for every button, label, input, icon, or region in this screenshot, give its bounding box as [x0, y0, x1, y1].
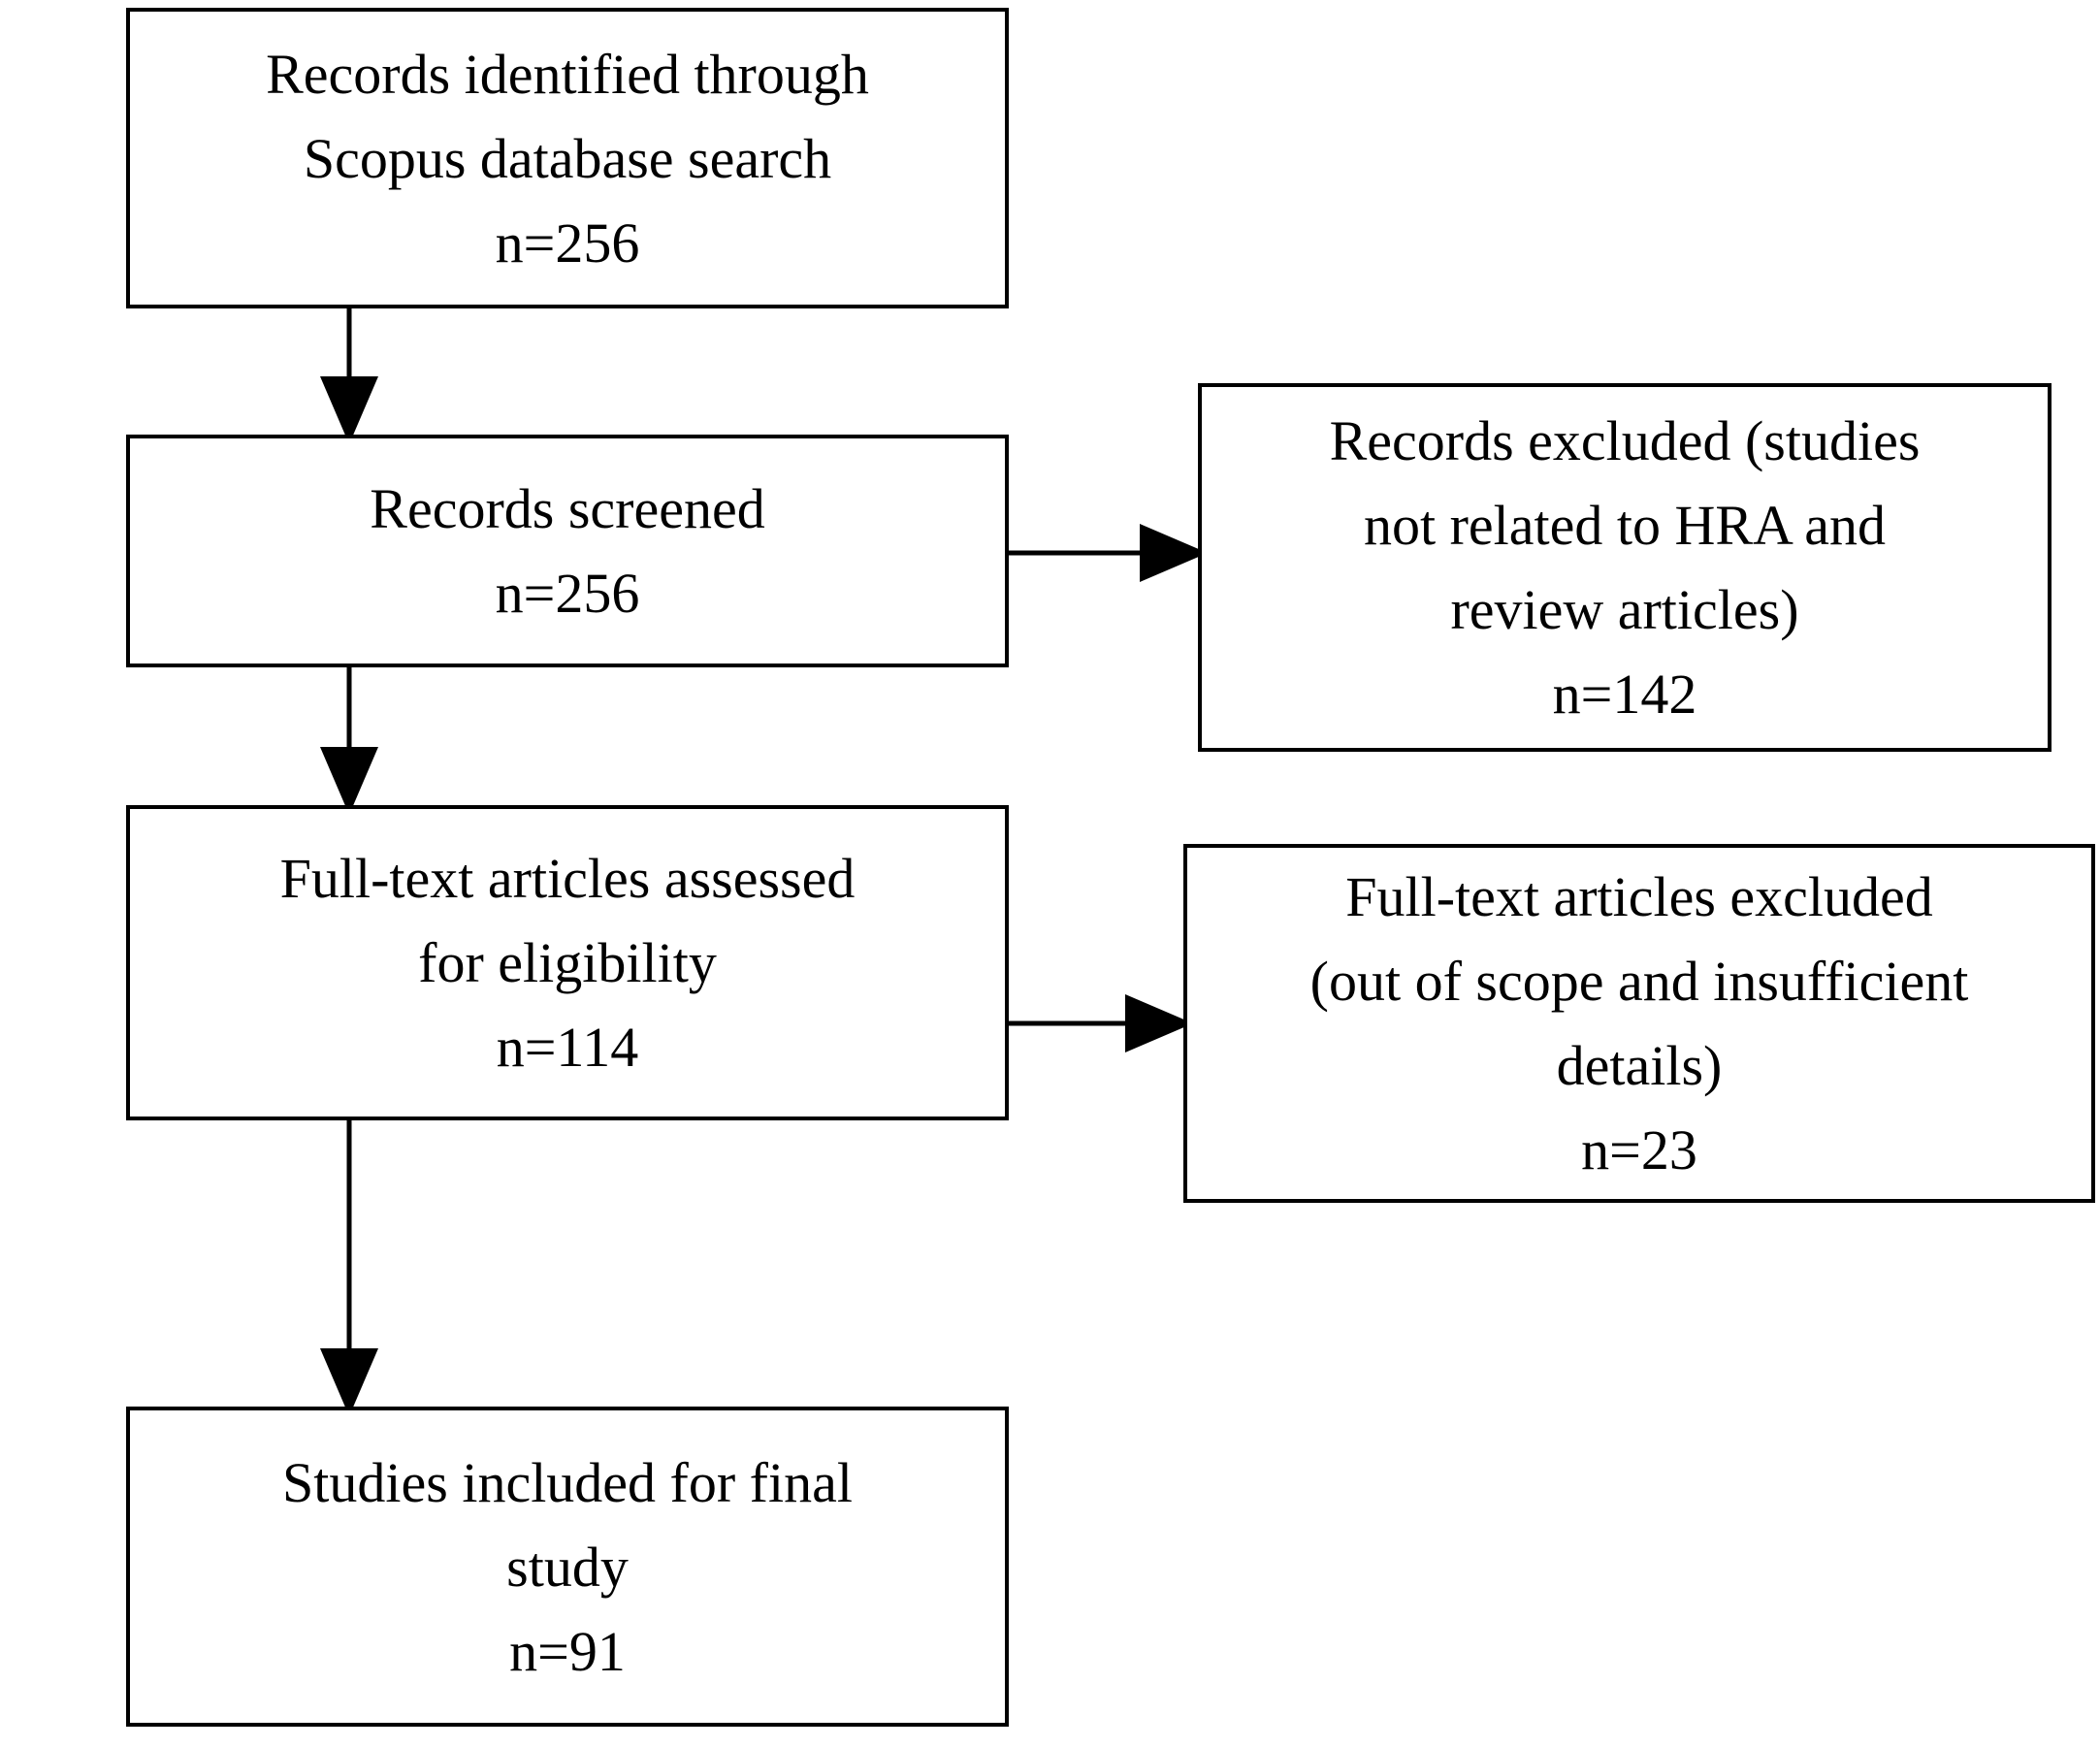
node-text-line: review articles) — [1450, 567, 1798, 652]
node-text-line: Full-text articles excluded — [1345, 855, 1933, 939]
node-count: n=91 — [509, 1609, 626, 1694]
node-records-identified: Records identified through Scopus databa… — [126, 8, 1009, 308]
node-count: n=23 — [1581, 1108, 1697, 1192]
node-text-line: Full-text articles assessed — [280, 836, 856, 921]
node-text-line: not related to HRA and — [1364, 483, 1886, 567]
flowchart-canvas: Records identified through Scopus databa… — [0, 0, 2100, 1748]
node-text-line: study — [506, 1525, 629, 1609]
node-count: n=114 — [497, 1005, 639, 1089]
node-count: n=256 — [496, 201, 640, 285]
node-fulltext-excluded: Full-text articles excluded (out of scop… — [1183, 844, 2095, 1203]
node-text-line: details) — [1557, 1023, 1723, 1108]
node-count: n=256 — [496, 551, 640, 635]
node-text-line: Records identified through — [266, 32, 869, 116]
node-text-line: Records screened — [370, 467, 764, 551]
node-studies-included: Studies included for final study n=91 — [126, 1407, 1009, 1727]
node-text-line: for eligibility — [418, 921, 717, 1005]
node-text-line: Scopus database search — [304, 116, 831, 201]
node-text-line: Studies included for final — [282, 1440, 853, 1525]
node-records-excluded: Records excluded (studies not related to… — [1198, 383, 2052, 752]
node-text-line: (out of scope and insufficient — [1310, 939, 1969, 1023]
node-fulltext-assessed: Full-text articles assessed for eligibil… — [126, 805, 1009, 1120]
node-text-line: Records excluded (studies — [1330, 399, 1921, 483]
node-count: n=142 — [1553, 652, 1697, 736]
node-records-screened: Records screened n=256 — [126, 435, 1009, 667]
